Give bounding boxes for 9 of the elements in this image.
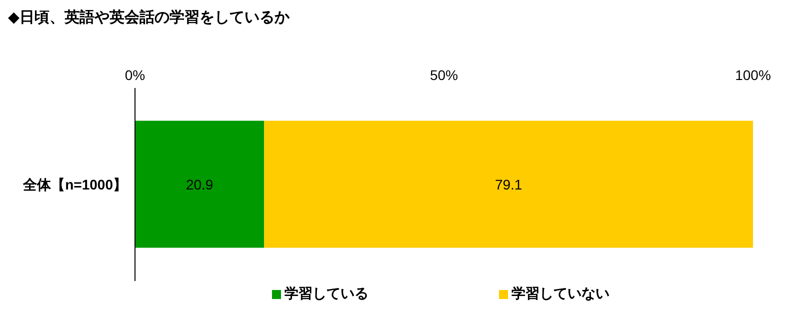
x-tick-label: 100% [735,67,771,83]
data-label: 79.1 [494,176,522,192]
y-tick-label: 全体【n=1000】 [22,176,127,192]
x-tick-label: 50% [430,67,458,83]
legend-label: 学習している [284,285,368,303]
x-tick-label: 0% [124,67,146,83]
chart-title: ◆日頃、英語や英会話の学習をしているか [8,8,291,28]
data-label: 20.9 [186,176,214,192]
legend-label: 学習していない [510,285,610,303]
